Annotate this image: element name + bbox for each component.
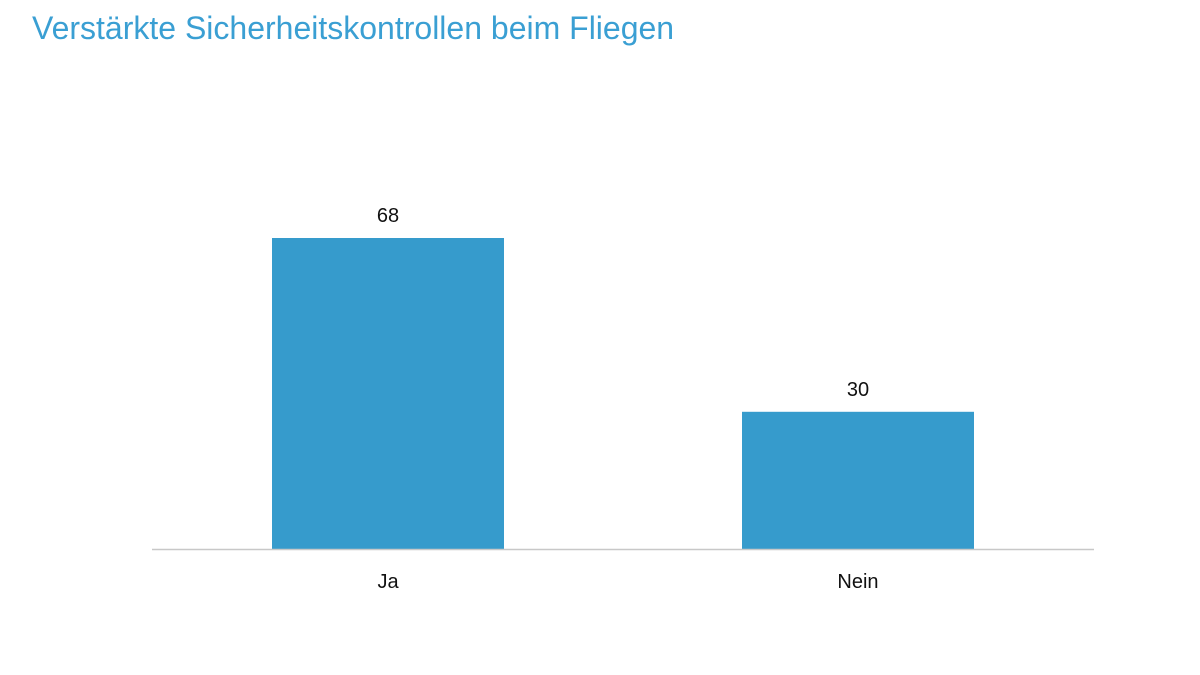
data-label: 30 — [847, 379, 869, 401]
x-tick-label: Nein — [837, 571, 878, 593]
data-label: 68 — [377, 205, 399, 227]
chart-title: Verstärkte Sicherheitskontrollen beim Fl… — [32, 10, 675, 46]
bar-ja — [272, 238, 504, 549]
x-tick-label: Ja — [377, 571, 399, 593]
bar-nein — [742, 411, 974, 549]
